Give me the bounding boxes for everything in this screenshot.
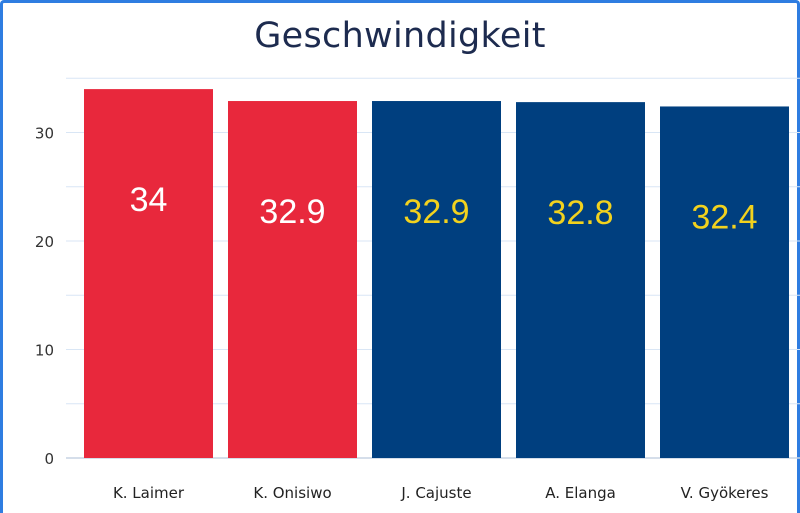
x-category-label: K. Laimer (113, 484, 185, 502)
bar (660, 106, 789, 459)
bar (228, 101, 357, 458)
chart-title: Geschwindigkeit (254, 16, 546, 56)
bar-value-label: 32.9 (259, 193, 325, 231)
x-category-label: A. Elanga (545, 484, 616, 502)
bar-value-label: 32.9 (403, 193, 469, 231)
y-tick-label: 10 (35, 342, 54, 360)
y-tick-label: 0 (44, 450, 54, 468)
y-tick-label: 20 (35, 233, 54, 251)
value-labels: 34 32.9 32.9 32.8 32.4 (130, 181, 758, 236)
bars (84, 89, 789, 459)
bar (372, 101, 501, 458)
bar-value-label: 32.8 (547, 194, 613, 232)
x-category-label: V. Gyökeres (681, 484, 769, 502)
x-axis-categories: K. Laimer K. Onisiwo J. Cajuste A. Elanga V.… (113, 484, 769, 502)
y-axis-ticks: 0 10 20 30 (35, 125, 54, 469)
x-category-label: K. Onisiwo (253, 484, 331, 502)
x-category-label: J. Cajuste (400, 484, 471, 502)
y-tick-label: 30 (35, 125, 54, 143)
bar (516, 102, 645, 459)
bar (84, 89, 213, 458)
bar-value-label: 34 (130, 181, 168, 219)
bar-value-label: 32.4 (691, 198, 757, 236)
